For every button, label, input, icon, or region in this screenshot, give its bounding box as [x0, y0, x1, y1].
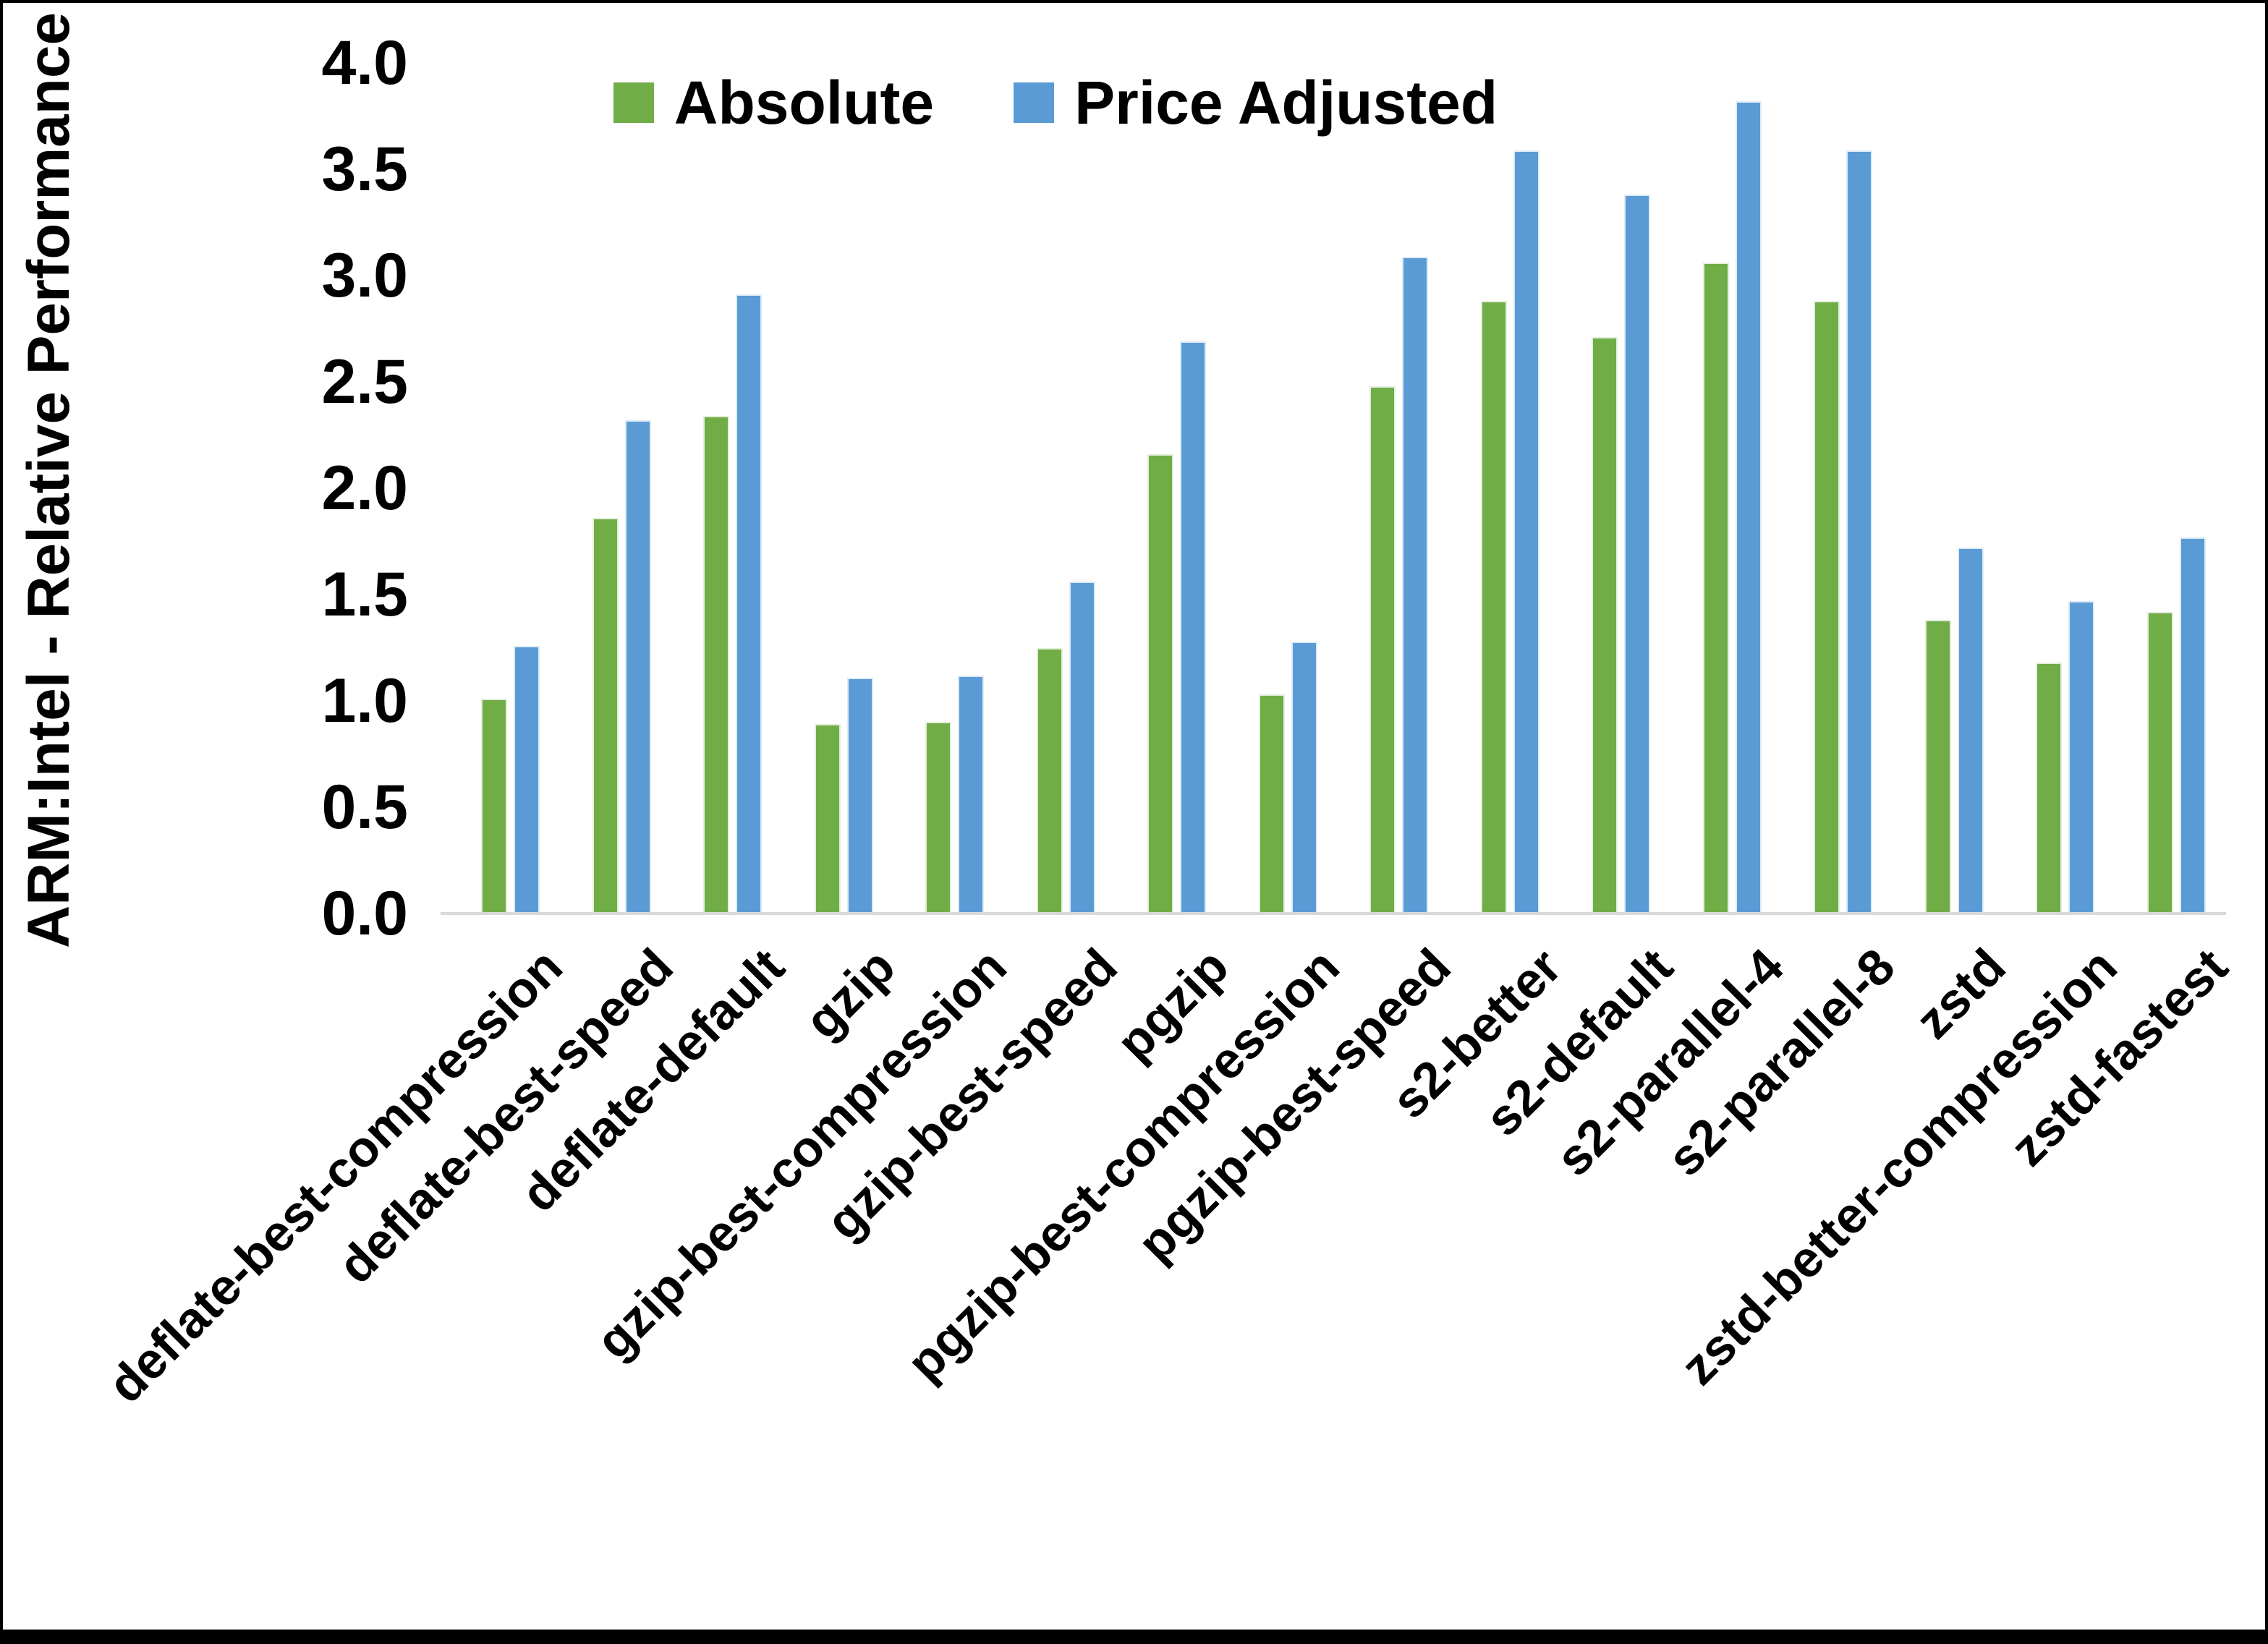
legend-item-price-adjusted: Price Adjusted [1014, 68, 1498, 138]
x-axis-line [441, 912, 2226, 915]
bar-group-zstd-fastest [2121, 63, 2233, 913]
y-tick-label-1.5: 1.5 [321, 560, 408, 629]
legend-label-price-adjusted: Price Adjusted [1074, 68, 1498, 137]
y-tick-label-3.5: 3.5 [321, 135, 408, 204]
bar-price-adjusted-deflate-best-compression [514, 645, 540, 913]
bar-absolute-deflate-default [703, 416, 730, 913]
bar-price-adjusted-zstd-fastest [2179, 537, 2206, 913]
x-axis-label-deflate-best-compression: deflate-best-compression [97, 937, 573, 1414]
y-tick-label-2.5: 2.5 [321, 347, 408, 417]
y-tick-label-3.0: 3.0 [321, 241, 408, 310]
bar-price-adjusted-s2-better [1513, 150, 1539, 913]
bar-group-pgzip-best-compression [1233, 63, 1344, 913]
legend-swatch-price-adjusted [1014, 82, 1055, 123]
y-axis-title: ARM:Intel - Relative Performance [16, 12, 82, 949]
bottom-border-rule [3, 1630, 2265, 1641]
bar-absolute-s2-parallel-4 [1702, 263, 1729, 913]
bar-group-s2-default [1566, 63, 1677, 913]
bar-group-s2-parallel-8 [1788, 63, 1899, 913]
bar-group-s2-better [1455, 63, 1566, 913]
bar-absolute-s2-default [1592, 337, 1618, 913]
y-tick-label-2.0: 2.0 [321, 453, 408, 523]
bar-price-adjusted-s2-parallel-8 [1846, 150, 1873, 913]
bar-absolute-gzip-best-compression [925, 722, 952, 913]
bar-absolute-deflate-best-speed [592, 518, 619, 913]
bar-absolute-deflate-best-compression [481, 699, 508, 913]
bar-absolute-pgzip-best-compression [1258, 694, 1285, 913]
bar-absolute-gzip-best-speed [1036, 647, 1063, 913]
bar-price-adjusted-deflate-best-speed [624, 419, 651, 913]
bar-price-adjusted-s2-default [1624, 195, 1651, 913]
y-tick-label-4.0: 4.0 [321, 28, 408, 98]
bar-group-zstd [1899, 63, 2010, 913]
bar-price-adjusted-zstd [1957, 548, 1984, 913]
bar-price-adjusted-pgzip [1180, 341, 1207, 913]
bar-absolute-zstd [1924, 620, 1951, 913]
bar-price-adjusted-pgzip-best-speed [1402, 256, 1429, 913]
bar-group-gzip-best-speed [1011, 63, 1122, 913]
bar-group-deflate-best-compression [455, 63, 566, 913]
bar-group-zstd-better-compression [2010, 63, 2121, 913]
bar-absolute-pgzip [1147, 453, 1174, 913]
bar-group-deflate-best-speed [566, 63, 678, 913]
legend: Absolute Price Adjusted [314, 67, 1797, 139]
bar-price-adjusted-pgzip-best-compression [1291, 641, 1317, 913]
plot-area [455, 63, 2232, 913]
bar-group-pgzip-best-speed [1343, 63, 1455, 913]
bar-price-adjusted-gzip [846, 677, 873, 913]
bar-absolute-gzip [814, 724, 841, 913]
bar-price-adjusted-zstd-better-compression [2068, 600, 2095, 913]
bar-absolute-s2-better [1480, 301, 1507, 913]
bar-price-adjusted-gzip-best-speed [1069, 582, 1095, 913]
bar-price-adjusted-gzip-best-compression [958, 675, 985, 913]
bar-group-gzip [789, 63, 900, 913]
bar-group-pgzip [1121, 63, 1233, 913]
bar-group-deflate-default [677, 63, 789, 913]
bar-price-adjusted-deflate-default [736, 294, 763, 913]
bar-group-gzip-best-compression [899, 63, 1011, 913]
legend-item-absolute: Absolute [613, 68, 934, 138]
bar-absolute-s2-parallel-8 [1814, 301, 1840, 913]
y-tick-label-0.0: 0.0 [321, 879, 408, 948]
legend-label-absolute: Absolute [674, 68, 935, 137]
bar-absolute-pgzip-best-speed [1369, 386, 1396, 913]
legend-swatch-absolute [613, 82, 654, 123]
bar-absolute-zstd-better-compression [2036, 663, 2063, 913]
bar-price-adjusted-s2-parallel-4 [1735, 101, 1762, 913]
bar-group-s2-parallel-4 [1677, 63, 1788, 913]
y-tick-label-0.5: 0.5 [321, 772, 408, 842]
y-tick-label-1.0: 1.0 [321, 666, 408, 736]
bar-absolute-zstd-fastest [2146, 611, 2173, 913]
